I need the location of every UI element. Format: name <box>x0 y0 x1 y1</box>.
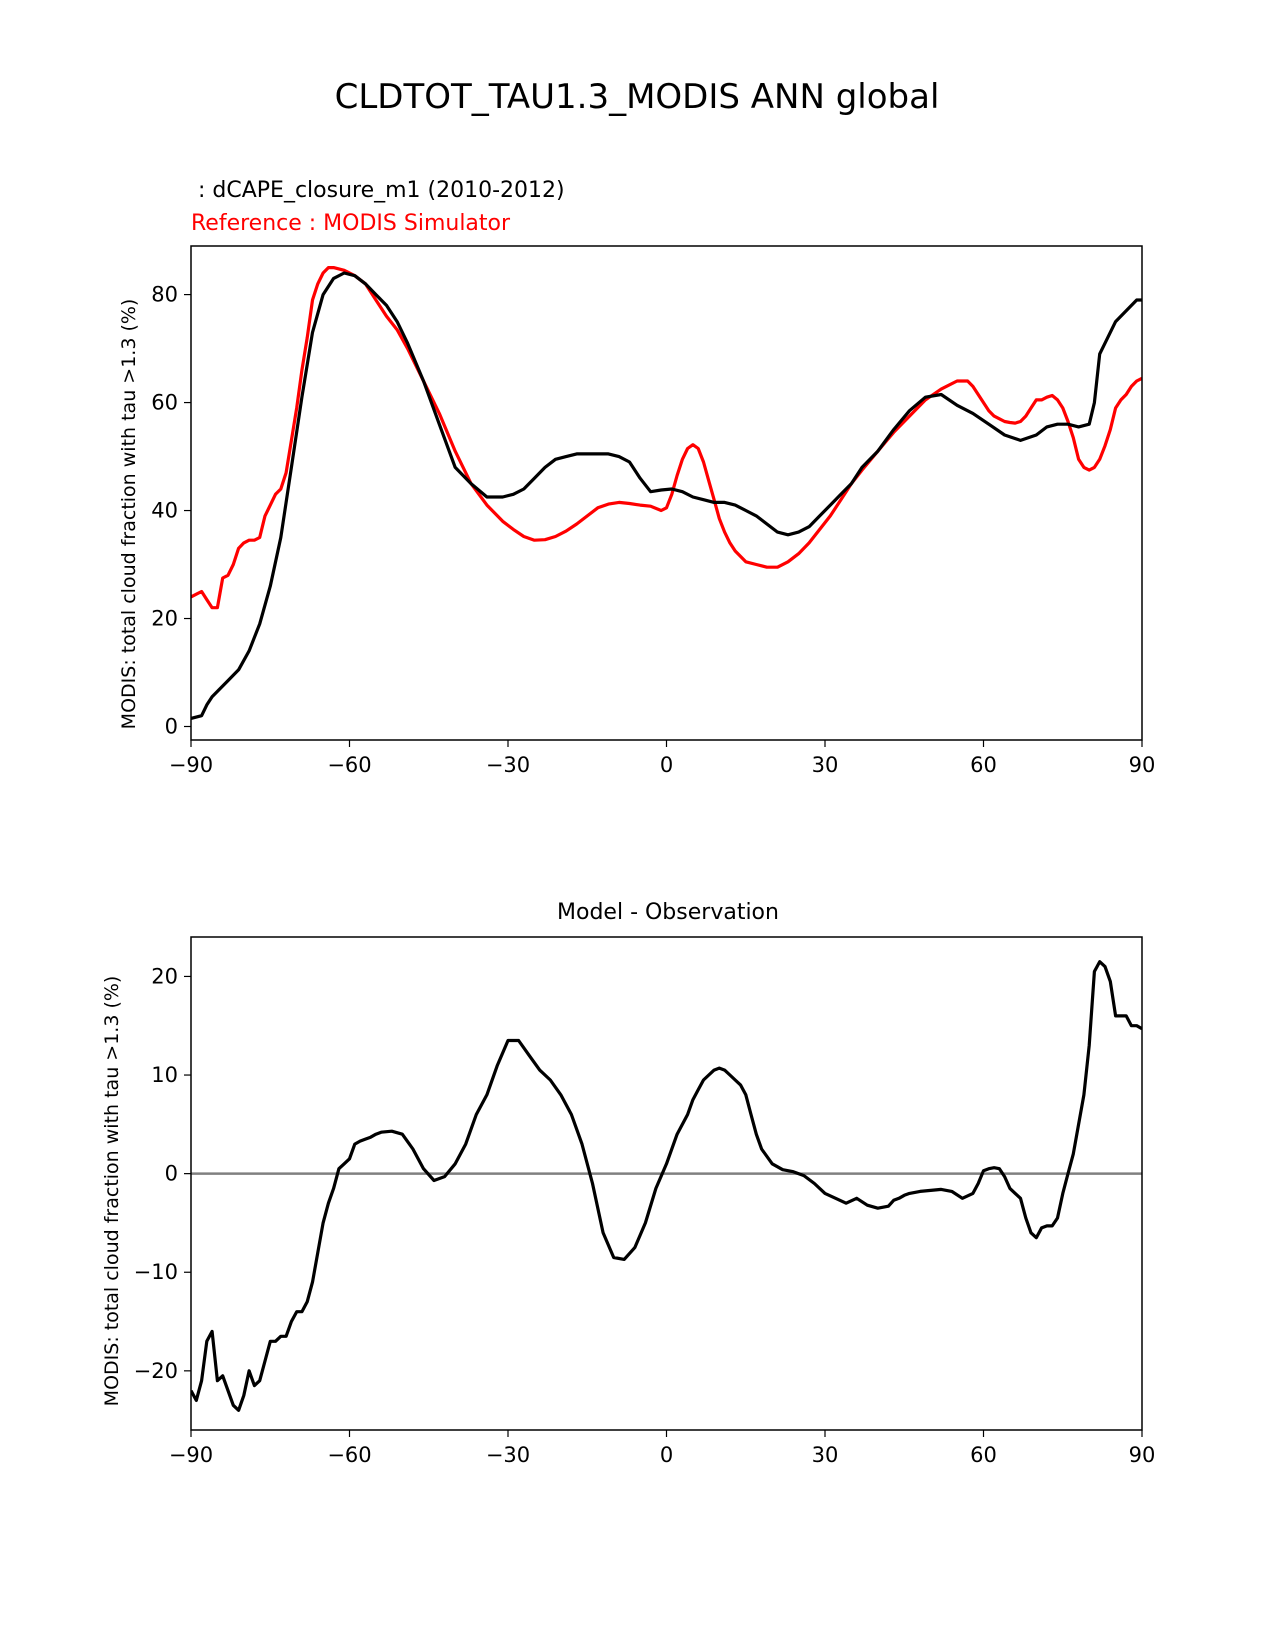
x-tick-label: 30 <box>812 1443 839 1467</box>
x-tick-label: −90 <box>169 1443 213 1467</box>
y-axis-label: MODIS: total cloud fraction with tau >1.… <box>101 976 123 1407</box>
plot-area: −90 −60 −30 0 30 60 90 0 20 40 60 80 <box>151 245 1156 777</box>
x-tick-label: −60 <box>327 1443 371 1467</box>
y-tick-label: 20 <box>151 964 178 988</box>
x-tick-label: 60 <box>970 1443 997 1467</box>
series-line <box>191 960 1142 1412</box>
difference-panel: Model - Observation MODIS: total cloud f… <box>101 900 1155 1467</box>
zonal-mean-panel: : dCAPE_closure_m1 (2010-2012) Reference… <box>118 178 1155 777</box>
series-line <box>191 271 1142 720</box>
y-tick-label: 80 <box>151 283 178 307</box>
x-tick-label: −30 <box>486 1443 530 1467</box>
figure-title: CLDTOT_TAU1.3_MODIS ANN global <box>335 77 940 117</box>
x-tick-label: 0 <box>660 1443 673 1467</box>
reference-series-label: Reference : MODIS Simulator <box>191 211 511 236</box>
y-tick-label: −20 <box>134 1359 178 1383</box>
x-tick-label: 90 <box>1129 753 1156 777</box>
x-tick-label: 30 <box>812 753 839 777</box>
panel-title: Model - Observation <box>557 900 779 925</box>
y-tick-label: 20 <box>151 607 178 631</box>
plot-area: −90 −60 −30 0 30 60 90 −20 −10 0 10 20 <box>134 936 1156 1467</box>
y-tick-label: 40 <box>151 499 178 523</box>
x-tick-label: −90 <box>169 753 213 777</box>
y-tick-label: 10 <box>151 1063 178 1087</box>
y-tick-label: 0 <box>165 715 178 739</box>
x-tick-label: −60 <box>327 753 371 777</box>
y-tick-label: 0 <box>165 1162 178 1186</box>
x-tick-label: 90 <box>1129 1443 1156 1467</box>
y-tick-label: 60 <box>151 391 178 415</box>
axes-frame <box>190 245 1143 741</box>
x-tick-label: 0 <box>660 753 673 777</box>
x-tick-label: −30 <box>486 753 530 777</box>
test-series-label: : dCAPE_closure_m1 (2010-2012) <box>191 178 565 203</box>
series-line <box>191 266 1142 610</box>
x-tick-label: 60 <box>970 753 997 777</box>
y-tick-label: −10 <box>134 1260 178 1284</box>
y-axis-label: MODIS: total cloud fraction with tau >1.… <box>118 299 140 730</box>
